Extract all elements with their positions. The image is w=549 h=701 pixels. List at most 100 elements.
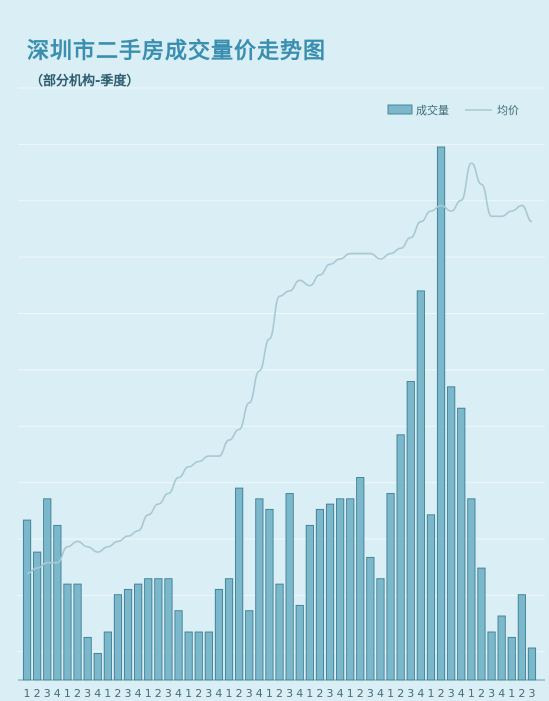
bar bbox=[184, 631, 193, 681]
bar bbox=[33, 551, 42, 681]
x-tick-label: 3 bbox=[44, 687, 51, 700]
x-tick-label: 2 bbox=[236, 687, 243, 700]
x-tick-label: 4 bbox=[215, 687, 222, 700]
x-tick-label: 4 bbox=[94, 687, 101, 700]
bar bbox=[487, 631, 496, 681]
x-tick-label: 2 bbox=[397, 687, 404, 700]
bar bbox=[144, 578, 153, 681]
bar bbox=[224, 578, 234, 681]
x-tick-label: 3 bbox=[286, 687, 293, 700]
x-tick-label: 4 bbox=[256, 687, 263, 700]
legend-label-bar: 成交量 bbox=[416, 103, 449, 117]
bar bbox=[255, 498, 264, 681]
bar bbox=[457, 407, 466, 681]
bar bbox=[396, 434, 405, 681]
x-tick-label: 4 bbox=[337, 687, 344, 700]
x-tick-label: 4 bbox=[417, 687, 424, 700]
x-tick-label: 4 bbox=[175, 687, 182, 700]
x-tick-label: 2 bbox=[195, 687, 202, 700]
bar bbox=[154, 578, 163, 681]
bar bbox=[63, 583, 72, 681]
x-tick-label: 1 bbox=[104, 687, 111, 700]
bar bbox=[174, 610, 183, 681]
bar bbox=[113, 594, 123, 681]
x-tick-label: 4 bbox=[458, 687, 465, 700]
x-tick-label: 3 bbox=[84, 687, 91, 700]
bar bbox=[497, 615, 506, 681]
x-tick-label: 4 bbox=[498, 687, 505, 700]
x-tick-label: 1 bbox=[145, 687, 152, 700]
bar bbox=[235, 487, 244, 681]
x-tick-label: 1 bbox=[226, 687, 233, 700]
bar bbox=[416, 290, 425, 681]
bar bbox=[265, 508, 274, 681]
bar bbox=[83, 636, 92, 681]
x-tick-label: 2 bbox=[34, 687, 41, 700]
chart-subtitle: （部分机构-季度） bbox=[30, 74, 140, 89]
x-tick-label: 2 bbox=[155, 687, 162, 700]
bar bbox=[73, 583, 82, 681]
bar bbox=[295, 604, 304, 681]
x-tick-label: 3 bbox=[488, 687, 495, 700]
x-tick-label: 4 bbox=[135, 687, 142, 700]
bar bbox=[103, 631, 112, 681]
bar bbox=[477, 567, 486, 681]
x-tick-label: 3 bbox=[125, 687, 132, 700]
x-tick-label: 1 bbox=[387, 687, 394, 700]
x-tick-label: 3 bbox=[327, 687, 334, 700]
x-tick-label: 3 bbox=[205, 687, 212, 700]
x-tick-label: 2 bbox=[357, 687, 364, 700]
chart-title: 深圳市二手房成交量价走势图 bbox=[27, 39, 327, 64]
x-tick-label: 1 bbox=[508, 687, 515, 700]
bar bbox=[376, 578, 385, 681]
bar bbox=[214, 588, 224, 681]
x-tick-label: 4 bbox=[296, 687, 303, 700]
bar bbox=[527, 647, 537, 681]
bar bbox=[123, 588, 133, 681]
bar bbox=[346, 498, 355, 681]
x-tick-label: 1 bbox=[428, 687, 435, 700]
line-series-avg-price bbox=[26, 162, 533, 575]
bar bbox=[366, 556, 375, 681]
bar bbox=[467, 498, 476, 681]
bar bbox=[386, 493, 395, 681]
bar bbox=[436, 146, 446, 681]
bar bbox=[336, 498, 345, 681]
bar bbox=[447, 386, 456, 681]
x-tick-label: 1 bbox=[347, 687, 354, 700]
x-tick-label: 3 bbox=[165, 687, 172, 700]
bar bbox=[275, 583, 284, 681]
x-tick-label: 1 bbox=[24, 687, 31, 700]
bar bbox=[305, 524, 314, 681]
bar bbox=[204, 631, 213, 681]
bar bbox=[245, 610, 254, 681]
bar bbox=[406, 381, 415, 681]
x-tick-label: 3 bbox=[529, 687, 536, 700]
x-tick-label: 3 bbox=[246, 687, 253, 700]
bar bbox=[194, 631, 203, 681]
x-tick-label: 1 bbox=[468, 687, 475, 700]
x-tick-label: 2 bbox=[316, 687, 323, 700]
x-tick-label: 4 bbox=[377, 687, 384, 700]
bar bbox=[507, 636, 516, 681]
x-tick-label: 3 bbox=[367, 687, 374, 700]
bar bbox=[517, 594, 526, 681]
x-tick-label: 2 bbox=[74, 687, 81, 700]
x-tick-label: 3 bbox=[407, 687, 414, 700]
bar bbox=[285, 493, 294, 681]
x-tick-label: 2 bbox=[478, 687, 485, 700]
bar bbox=[22, 519, 32, 681]
bar bbox=[426, 514, 436, 681]
x-tick-label: 1 bbox=[266, 687, 273, 700]
bar bbox=[315, 508, 325, 681]
bar bbox=[356, 477, 365, 681]
x-tick-label: 2 bbox=[276, 687, 283, 700]
legend-swatch-bar bbox=[387, 104, 413, 115]
bar bbox=[164, 578, 173, 681]
bar bbox=[53, 524, 62, 681]
x-tick-label: 1 bbox=[64, 687, 71, 700]
x-tick-label: 3 bbox=[448, 687, 455, 700]
bar bbox=[93, 652, 102, 681]
